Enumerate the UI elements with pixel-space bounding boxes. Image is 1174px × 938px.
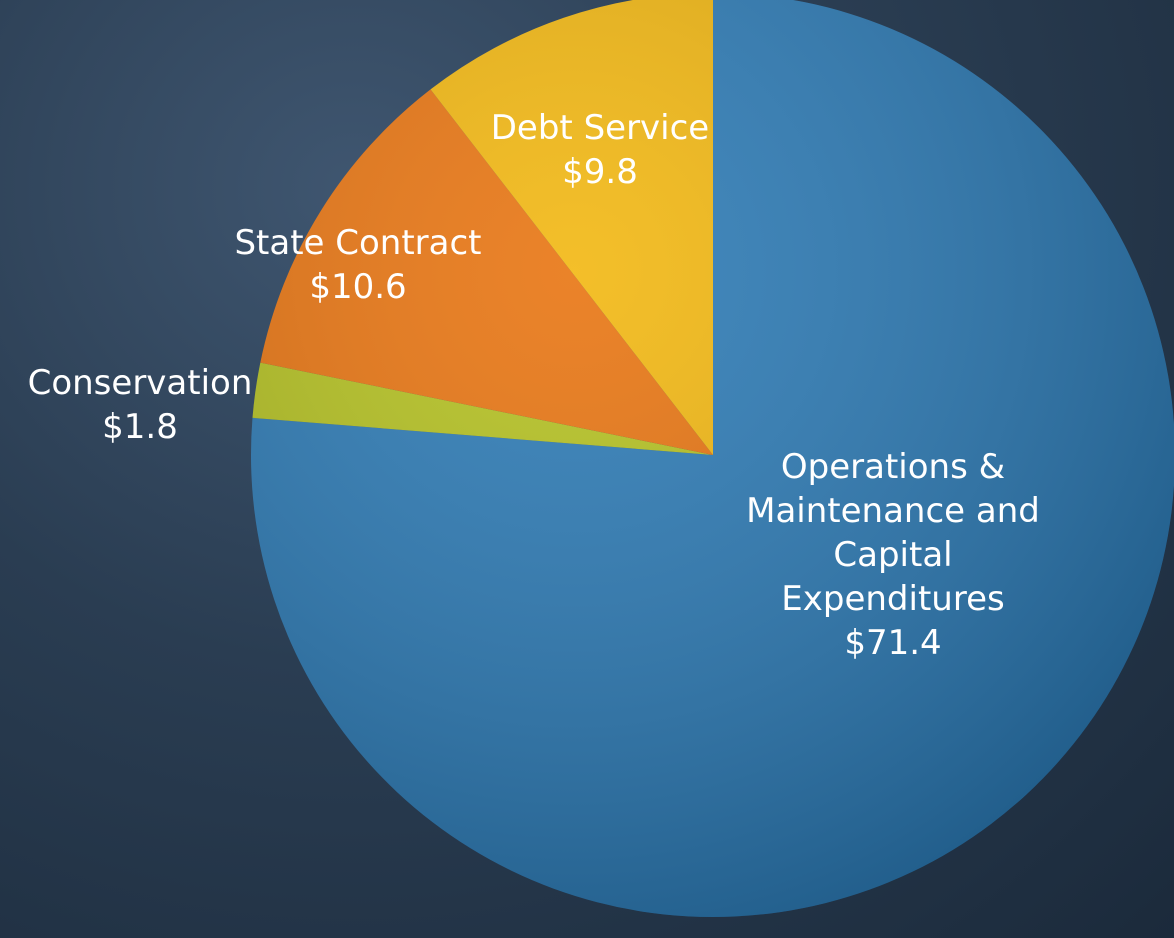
slice-label: State Contract $10.6 — [198, 221, 518, 309]
value-label: $10.6 — [309, 267, 407, 307]
value-label: $9.8 — [562, 152, 638, 192]
value-label: $71.4 — [844, 623, 942, 663]
slice-label: Conservation $1.8 — [0, 361, 280, 449]
value-label: $1.8 — [102, 407, 178, 447]
slice-label: Operations & Maintenance and Capital Exp… — [743, 445, 1043, 665]
slice-label: Debt Service $9.8 — [450, 106, 750, 194]
category-name: State Contract — [234, 223, 482, 263]
category-name: Operations & Maintenance and Capital Exp… — [746, 447, 1040, 619]
category-name: Conservation — [27, 363, 253, 403]
category-name: Debt Service — [490, 108, 710, 148]
